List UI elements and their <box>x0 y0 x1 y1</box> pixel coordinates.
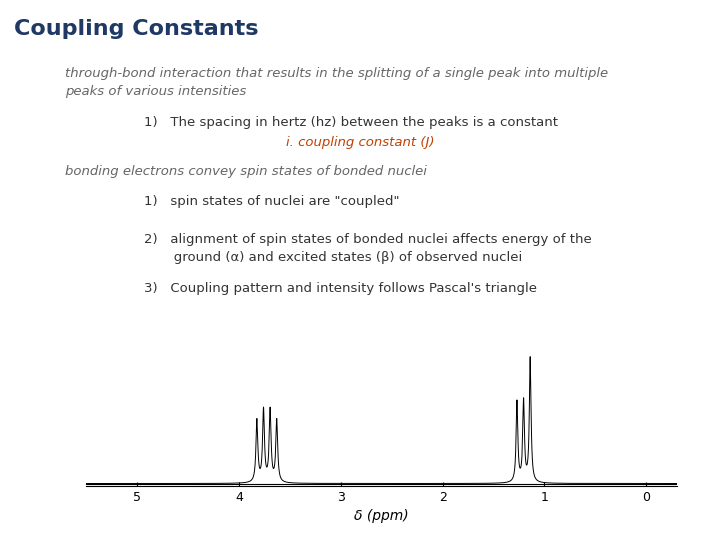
X-axis label: δ (ppm): δ (ppm) <box>354 509 409 523</box>
Text: 3)   Coupling pattern and intensity follows Pascal's triangle: 3) Coupling pattern and intensity follow… <box>144 282 537 295</box>
Text: through-bond interaction that results in the splitting of a single peak into mul: through-bond interaction that results in… <box>65 68 608 98</box>
Text: bonding electrons convey spin states of bonded nuclei: bonding electrons convey spin states of … <box>65 165 427 178</box>
Text: 1)   The spacing in hertz (hz) between the peaks is a constant: 1) The spacing in hertz (hz) between the… <box>144 116 558 129</box>
Text: 1)   spin states of nuclei are "coupled": 1) spin states of nuclei are "coupled" <box>144 195 400 208</box>
Text: 2)   alignment of spin states of bonded nuclei affects energy of the
       grou: 2) alignment of spin states of bonded nu… <box>144 233 592 264</box>
Text: Coupling Constants: Coupling Constants <box>14 19 259 39</box>
Text: i. coupling constant (J): i. coupling constant (J) <box>286 136 434 149</box>
